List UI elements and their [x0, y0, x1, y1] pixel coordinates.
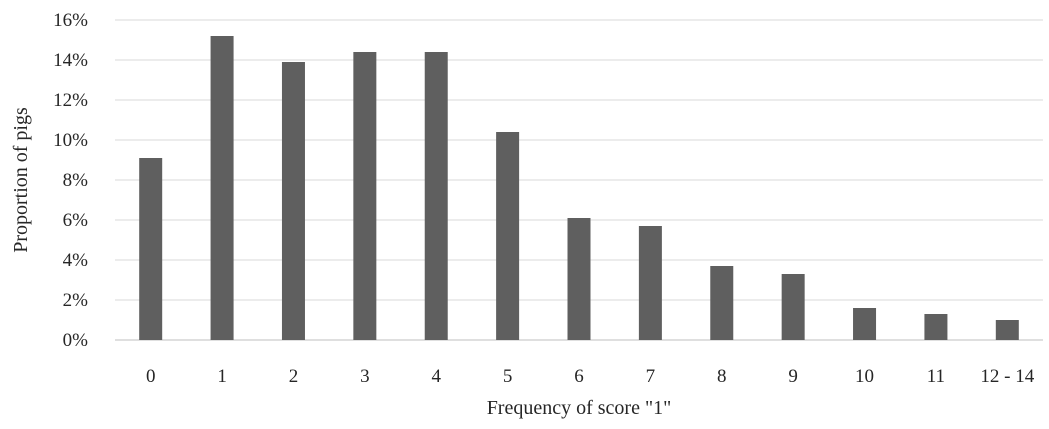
x-tick-label: 5 — [503, 366, 513, 387]
x-tick-labels: 0 1 2 3 4 5 6 7 8 9 10 11 12 - 14 — [146, 366, 1035, 387]
bar — [353, 52, 377, 340]
y-tick-label: 14% — [53, 50, 88, 71]
y-tick-label: 0% — [63, 330, 89, 351]
bar — [638, 226, 662, 340]
x-tick-label: 2 — [289, 366, 299, 387]
bar — [710, 266, 734, 340]
bar — [781, 274, 805, 340]
x-tick-label: 7 — [646, 366, 656, 387]
y-axis-title: Proportion of pigs — [10, 107, 32, 253]
x-tick-label: 9 — [788, 366, 798, 387]
y-tick-label: 8% — [63, 170, 89, 191]
bar — [496, 132, 520, 340]
bar — [139, 158, 163, 340]
x-tick-label: 10 — [855, 366, 874, 387]
x-tick-label: 8 — [717, 366, 727, 387]
bar — [853, 308, 877, 340]
bar — [567, 218, 591, 340]
bars — [139, 36, 1019, 340]
gridlines — [115, 19, 1043, 341]
x-tick-label: 4 — [431, 366, 441, 387]
y-tick-label: 16% — [53, 10, 88, 31]
x-tick-label: 0 — [146, 366, 156, 387]
y-tick-label: 12% — [53, 90, 88, 111]
bar — [424, 52, 448, 340]
bar — [995, 320, 1019, 340]
bar — [210, 36, 234, 340]
x-tick-label: 3 — [360, 366, 370, 387]
x-tick-label: 12 - 14 — [980, 366, 1034, 387]
bar — [281, 62, 305, 340]
x-axis-title: Frequency of score "1" — [487, 397, 672, 419]
x-tick-label: 1 — [217, 366, 227, 387]
y-tick-labels: 0% 2% 4% 6% 8% 10% 12% 14% 16% — [53, 10, 88, 351]
y-tick-label: 6% — [63, 210, 89, 231]
y-tick-label: 2% — [63, 290, 89, 311]
x-tick-label: 11 — [927, 366, 945, 387]
x-tick-label: 6 — [574, 366, 584, 387]
y-tick-label: 4% — [63, 250, 89, 271]
bar — [924, 314, 948, 340]
y-tick-label: 10% — [53, 130, 88, 151]
